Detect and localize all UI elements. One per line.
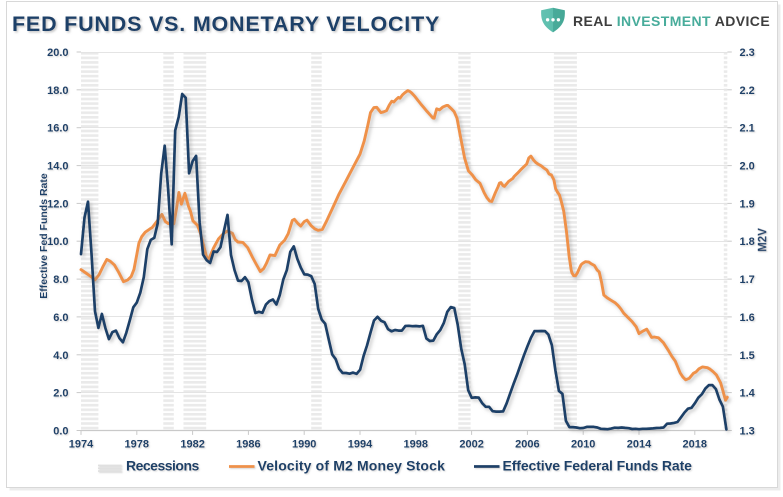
svg-text:2006: 2006 bbox=[515, 439, 539, 451]
svg-text:14.0: 14.0 bbox=[47, 161, 68, 173]
svg-text:REAL INVESTMENT ADVICE: REAL INVESTMENT ADVICE bbox=[573, 13, 770, 29]
svg-text:1994: 1994 bbox=[348, 439, 373, 451]
svg-text:4.0: 4.0 bbox=[53, 350, 68, 362]
svg-text:Velocity of M2 Money Stock: Velocity of M2 Money Stock bbox=[258, 458, 446, 474]
svg-text:1998: 1998 bbox=[404, 439, 428, 451]
svg-text:1990: 1990 bbox=[292, 439, 316, 451]
svg-text:2018: 2018 bbox=[683, 439, 707, 451]
svg-text:Effective Fed Funds Rate: Effective Fed Funds Rate bbox=[38, 173, 50, 299]
svg-text:10.0: 10.0 bbox=[47, 236, 68, 248]
svg-text:2002: 2002 bbox=[459, 439, 483, 451]
svg-text:1986: 1986 bbox=[236, 439, 260, 451]
svg-text:FED FUNDS VS. MONETARY VELOCIT: FED FUNDS VS. MONETARY VELOCITY bbox=[12, 12, 440, 36]
svg-text:2.0: 2.0 bbox=[53, 388, 68, 400]
svg-text:1.7: 1.7 bbox=[740, 274, 755, 286]
svg-text:16.0: 16.0 bbox=[47, 123, 68, 135]
svg-text:1.5: 1.5 bbox=[740, 350, 755, 362]
svg-text:18.0: 18.0 bbox=[47, 85, 68, 97]
svg-text:20.0: 20.0 bbox=[47, 47, 68, 59]
svg-text:6.0: 6.0 bbox=[53, 312, 68, 324]
svg-text:2.3: 2.3 bbox=[740, 47, 755, 59]
svg-text:1982: 1982 bbox=[180, 439, 204, 451]
svg-text:Recessions: Recessions bbox=[126, 458, 200, 474]
svg-text:2.0: 2.0 bbox=[740, 161, 755, 173]
svg-text:2010: 2010 bbox=[571, 439, 595, 451]
svg-text:2.1: 2.1 bbox=[740, 123, 755, 135]
svg-text:1.3: 1.3 bbox=[740, 426, 755, 438]
svg-text:Effective Federal Funds Rate: Effective Federal Funds Rate bbox=[503, 458, 693, 474]
svg-text:2014: 2014 bbox=[627, 439, 652, 451]
svg-text:1978: 1978 bbox=[125, 439, 149, 451]
svg-text:1.8: 1.8 bbox=[740, 236, 755, 248]
svg-text:12.0: 12.0 bbox=[47, 198, 68, 210]
svg-text:1.4: 1.4 bbox=[740, 388, 756, 400]
svg-text:1974: 1974 bbox=[69, 439, 94, 451]
svg-text:1.9: 1.9 bbox=[740, 198, 755, 210]
svg-text:1.6: 1.6 bbox=[740, 312, 755, 324]
svg-text:M2V: M2V bbox=[757, 228, 769, 252]
svg-text:8.0: 8.0 bbox=[53, 274, 68, 286]
svg-text:2.2: 2.2 bbox=[740, 85, 755, 97]
svg-text:0.0: 0.0 bbox=[53, 426, 68, 438]
